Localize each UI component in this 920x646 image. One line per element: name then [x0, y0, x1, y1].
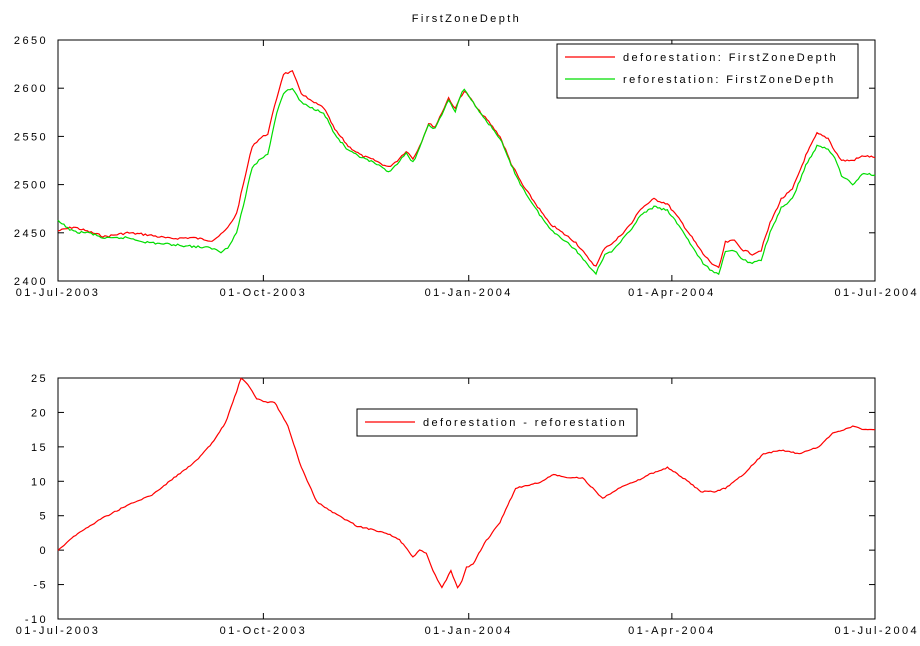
- x-tick-label: 01-Oct-2003: [220, 287, 308, 299]
- legend-label: deforestation: FirstZoneDepth: [623, 52, 838, 64]
- x-axis: 01-Jul-2003 01-Oct-2003 01-Jan-2004 01-Apr-…: [16, 378, 920, 637]
- x-tick-label: 01-Jul-2004: [835, 625, 920, 637]
- x-tick-label: 01-Apr-2004: [628, 287, 716, 299]
- x-axis: 01-Jul-2003 01-Oct-2003 01-Jan-2004 01-Apr-…: [16, 40, 920, 299]
- y-tick-label: 5: [39, 511, 48, 523]
- x-tick-label: 01-Oct-2003: [220, 625, 308, 637]
- y-tick-label: 15: [31, 442, 48, 454]
- y-tick-label: 25: [31, 373, 48, 385]
- y-tick-label: 2500: [14, 180, 48, 192]
- x-tick-label: 01-Jul-2004: [835, 287, 920, 299]
- chart-first-zone-depth: FirstZoneDepth 240024502500255026002650 …: [14, 13, 920, 299]
- x-tick-label: 01-Apr-2004: [628, 625, 716, 637]
- series-group: [57, 70, 876, 276]
- y-tick-label: 2450: [14, 228, 48, 240]
- x-tick-label: 01-Jul-2003: [16, 287, 101, 299]
- y-tick-label: 2550: [14, 131, 48, 143]
- series-line: [57, 87, 876, 276]
- y-tick-label: 20: [31, 407, 48, 419]
- y-tick-label: 2400: [14, 276, 48, 288]
- y-tick-label: -5: [33, 580, 48, 592]
- y-axis: 2400 2450 2500 2550 2600 2650: [14, 35, 875, 288]
- y-tick-label: 2650: [14, 35, 48, 47]
- legend-label: deforestation - reforestation: [423, 417, 627, 429]
- x-tick-label: 01-Jul-2003: [16, 625, 101, 637]
- legend: deforestation: FirstZoneDepth reforestati…: [556, 43, 859, 99]
- y-tick-label: -10: [25, 614, 48, 626]
- y-tick-label: 2600: [14, 83, 48, 95]
- y-tick-label: 10: [31, 476, 48, 488]
- x-tick-label: 01-Jan-2004: [425, 625, 513, 637]
- chart-title: FirstZoneDepth: [412, 13, 521, 25]
- x-tick-label: 01-Jan-2004: [425, 287, 513, 299]
- legend: deforestation - reforestation: [356, 408, 638, 437]
- legend-label: reforestation: FirstZoneDepth: [623, 74, 836, 86]
- series-group: [57, 377, 875, 589]
- legend-box: [556, 43, 859, 99]
- y-tick-label: 0: [39, 545, 48, 557]
- series-line: [57, 377, 875, 589]
- y-axis: -10 -5 0 5 10 15 20 25: [25, 373, 875, 626]
